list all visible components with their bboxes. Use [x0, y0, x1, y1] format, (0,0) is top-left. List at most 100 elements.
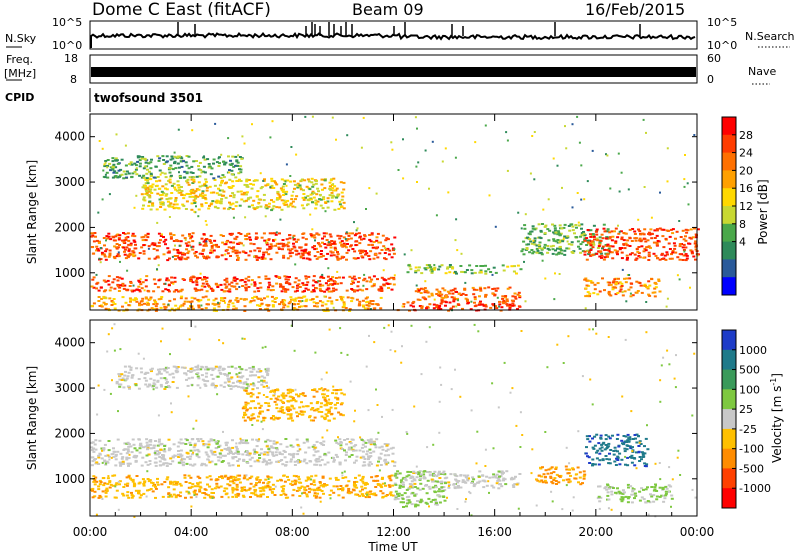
echo-cell — [606, 228, 610, 231]
echo-cell — [146, 168, 149, 171]
echo-cell — [410, 483, 414, 486]
echo-cell — [617, 152, 620, 155]
cpid-row: CPID twofsound 3501 — [5, 88, 203, 112]
echo-cell — [293, 303, 297, 306]
echo-cell — [173, 151, 176, 154]
echo-cell — [402, 177, 405, 180]
echo-cell — [90, 235, 94, 238]
echo-cell — [379, 490, 383, 493]
echo-cell — [535, 251, 539, 254]
echo-cell — [393, 474, 397, 477]
echo-cell — [654, 286, 658, 289]
echo-cell — [316, 302, 320, 305]
echo-cell — [228, 169, 231, 172]
echo-cell — [183, 194, 187, 197]
echo-cell — [245, 378, 249, 381]
echo-cell — [670, 253, 673, 256]
echo-cell — [250, 414, 254, 417]
echo-cell — [447, 191, 450, 194]
echo-cell — [277, 246, 281, 249]
echo-cell — [672, 242, 676, 245]
echo-cell — [580, 223, 584, 226]
echo-cell — [237, 493, 241, 496]
echo-cell — [129, 366, 133, 369]
echo-cell — [687, 203, 690, 206]
echo-cell — [494, 271, 498, 274]
echo-cell — [508, 304, 512, 307]
echo-cell — [220, 181, 223, 184]
echo-cell — [633, 253, 637, 256]
noise-right-label: N.Search — [745, 30, 795, 43]
echo-cell — [280, 453, 284, 456]
echo-cell — [684, 254, 688, 257]
echo-cell — [341, 195, 345, 198]
echo-cell — [221, 189, 224, 192]
echo-cell — [229, 384, 233, 387]
echo-cell — [678, 278, 681, 281]
echo-cell — [419, 500, 423, 503]
echo-cell — [122, 287, 126, 290]
echo-cell — [608, 231, 612, 234]
echo-cell — [372, 441, 376, 444]
echo-cell — [146, 385, 150, 388]
echo-cell — [520, 250, 524, 253]
echo-cell — [131, 250, 135, 253]
echo-cell — [599, 250, 603, 253]
echo-cell — [94, 476, 98, 479]
echo-cell — [100, 251, 104, 254]
echo-cell — [188, 458, 192, 460]
echo-cell — [455, 218, 458, 221]
echo-cell — [157, 370, 161, 373]
echo-cell — [105, 248, 109, 251]
echo-cell — [362, 461, 366, 464]
echo-cell — [262, 489, 266, 492]
echo-cell — [254, 484, 258, 487]
echo-cell — [525, 243, 529, 246]
echo-cell — [150, 192, 154, 194]
echo-cell — [245, 392, 249, 395]
echo-cell — [577, 481, 580, 484]
echo-cell — [669, 228, 673, 231]
echo-cell — [616, 250, 620, 253]
echo-cell — [112, 163, 116, 166]
echo-cell — [309, 198, 313, 201]
echo-cell — [107, 255, 111, 258]
echo-cell — [165, 193, 169, 196]
echo-cell — [252, 384, 256, 387]
echo-cell — [280, 479, 283, 482]
noise-trace — [90, 22, 696, 48]
echo-cell — [205, 283, 209, 285]
echo-cell — [152, 484, 155, 487]
echo-cell — [288, 395, 292, 398]
echo-cell — [313, 492, 317, 495]
echo-cell — [418, 488, 422, 491]
echo-cell — [652, 252, 656, 255]
echo-cell — [172, 443, 176, 446]
echo-cell — [402, 506, 405, 508]
echo-cell — [158, 187, 162, 190]
echo-cell — [175, 289, 179, 292]
echo-cell — [466, 302, 470, 305]
echo-cell — [526, 236, 529, 239]
echo-cell — [217, 302, 221, 305]
echo-cell — [537, 223, 541, 226]
echo-cell — [354, 476, 357, 479]
echo-cell — [253, 460, 257, 463]
echo-cell — [170, 276, 174, 279]
echo-cell — [286, 179, 290, 182]
echo-cell — [116, 283, 120, 286]
echo-cell — [335, 485, 339, 488]
echo-cell — [430, 292, 434, 295]
echo-cell — [553, 224, 557, 227]
echo-cell — [269, 445, 273, 448]
echo-cell — [643, 283, 647, 286]
echo-cell — [448, 301, 452, 304]
echo-cell — [299, 487, 302, 489]
echo-cell — [557, 475, 561, 478]
echo-cell — [297, 283, 301, 286]
echo-cell — [187, 474, 191, 477]
echo-cell — [219, 456, 223, 459]
echo-cell — [645, 131, 647, 134]
echo-cell — [628, 277, 632, 280]
echo-cell — [284, 180, 287, 183]
